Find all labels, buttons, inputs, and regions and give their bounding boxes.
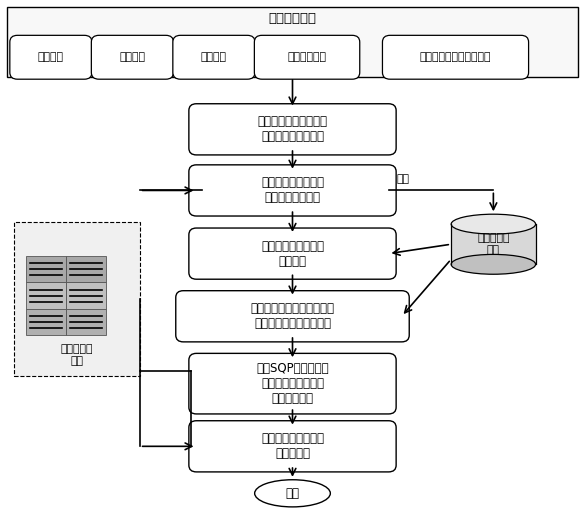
Ellipse shape (451, 214, 536, 234)
Text: 构造目标函数和约束条件的
混合径向基神经网络模型: 构造目标函数和约束条件的 混合径向基神经网络模型 (250, 302, 335, 330)
Text: 计算最优点处高精度
模型响应值: 计算最优点处高精度 模型响应值 (261, 432, 324, 460)
Text: 分析模型: 分析模型 (201, 52, 227, 62)
FancyBboxPatch shape (10, 35, 92, 79)
Ellipse shape (451, 255, 536, 274)
FancyBboxPatch shape (254, 35, 360, 79)
Polygon shape (451, 224, 536, 264)
Text: 构造样本个数: 构造样本个数 (288, 52, 326, 62)
FancyBboxPatch shape (189, 104, 396, 155)
Text: 计算构造样本点处的
高精度模型响应值: 计算构造样本点处的 高精度模型响应值 (261, 176, 324, 204)
FancyBboxPatch shape (26, 256, 66, 282)
FancyBboxPatch shape (26, 309, 66, 335)
FancyBboxPatch shape (91, 35, 173, 79)
FancyBboxPatch shape (176, 291, 410, 342)
Text: 构造样本点
集合: 构造样本点 集合 (477, 234, 510, 255)
Text: 保存: 保存 (397, 174, 410, 184)
FancyBboxPatch shape (173, 35, 255, 79)
FancyBboxPatch shape (189, 353, 396, 414)
Text: 结束: 结束 (285, 487, 300, 500)
Text: 采用SQP对混合神经
网络模型进行优化得
到当前最优点: 采用SQP对混合神经 网络模型进行优化得 到当前最优点 (256, 362, 329, 405)
FancyBboxPatch shape (189, 165, 396, 216)
FancyBboxPatch shape (26, 282, 66, 309)
Text: 设计空间: 设计空间 (119, 52, 146, 62)
FancyBboxPatch shape (66, 282, 106, 309)
Text: 高精度分析
模型: 高精度分析 模型 (61, 344, 94, 366)
Text: 采用拉丁超方在设计空
间内生成构造样本点: 采用拉丁超方在设计空 间内生成构造样本点 (257, 116, 328, 143)
FancyBboxPatch shape (189, 228, 396, 279)
Text: 径向基神经网络相关参数: 径向基神经网络相关参数 (420, 52, 491, 62)
FancyBboxPatch shape (7, 7, 578, 77)
FancyBboxPatch shape (66, 256, 106, 282)
FancyBboxPatch shape (66, 309, 106, 335)
FancyBboxPatch shape (383, 35, 529, 79)
Text: 初始参数设置: 初始参数设置 (269, 12, 316, 25)
Text: 设计变量: 设计变量 (38, 52, 64, 62)
Text: 训练单个径向基神经
网络模型: 训练单个径向基神经 网络模型 (261, 239, 324, 268)
FancyBboxPatch shape (15, 222, 140, 376)
Ellipse shape (254, 480, 331, 507)
FancyBboxPatch shape (189, 421, 396, 472)
